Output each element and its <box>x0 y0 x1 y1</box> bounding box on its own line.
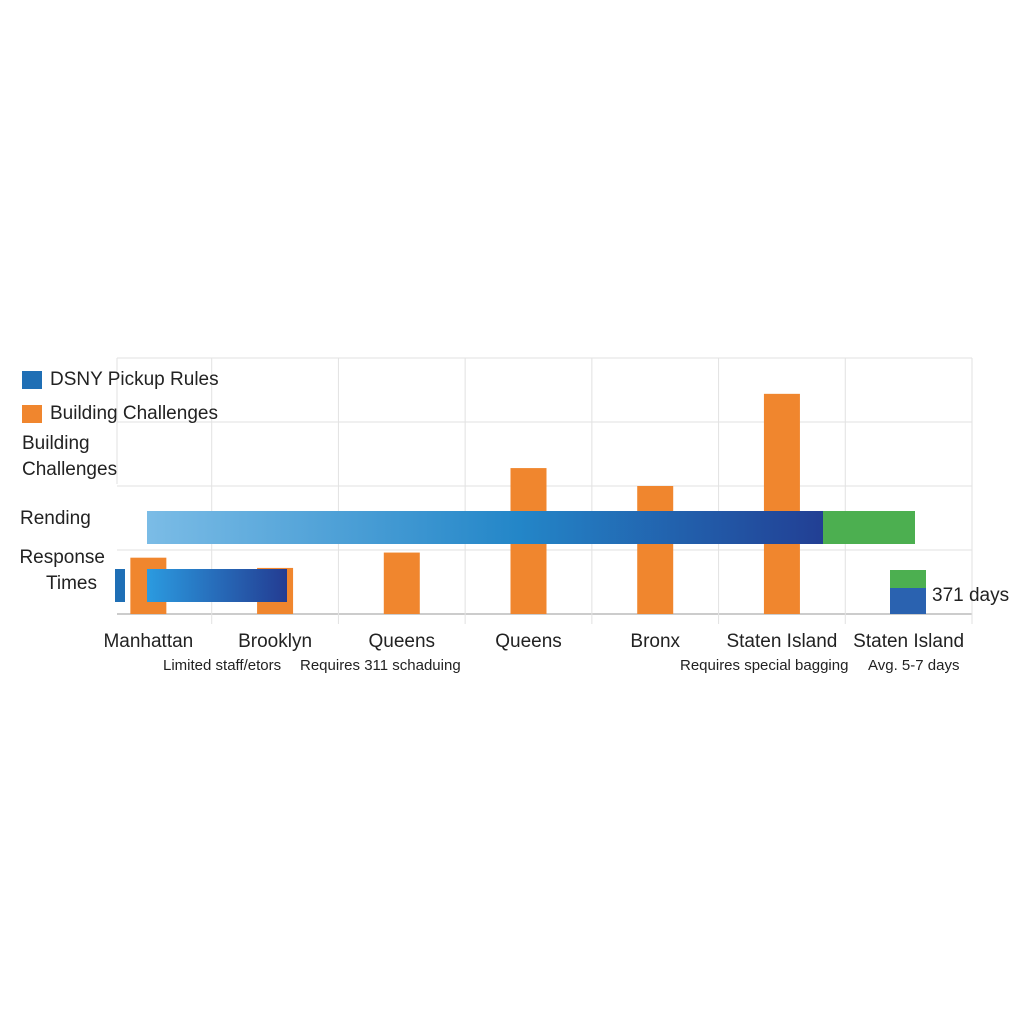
legend-label: DSNY Pickup Rules <box>50 369 219 390</box>
note: Avg. 5-7 days <box>868 657 959 674</box>
legend-swatch <box>22 405 42 423</box>
legend-label: Building Challenges <box>50 403 218 424</box>
annotation: 371 days <box>932 585 1009 606</box>
legend-swatch <box>22 371 42 389</box>
band <box>823 511 915 544</box>
x-tick-label: Staten Island <box>853 631 964 652</box>
band <box>890 588 926 614</box>
band <box>890 570 926 588</box>
band <box>115 569 125 602</box>
x-tick-label: Brooklyn <box>238 631 312 652</box>
note: Requires special bagging <box>680 657 848 674</box>
note: Requires 311 schaduing <box>300 657 461 674</box>
x-tick-label: Staten Island <box>726 631 837 652</box>
x-tick-label: Queens <box>369 631 436 652</box>
row-label: Rending <box>20 508 91 529</box>
band <box>147 511 823 544</box>
x-tick-label: Manhattan <box>103 631 193 652</box>
bar <box>383 552 420 614</box>
bar <box>763 393 800 614</box>
bar <box>637 486 674 614</box>
note: Limited staff/etors <box>163 657 281 674</box>
x-tick-label: Bronx <box>630 631 680 652</box>
x-tick-label: Queens <box>495 631 562 652</box>
row-label: Response Times <box>19 547 105 594</box>
band <box>147 569 287 602</box>
row-label: Building Challenges <box>22 433 117 480</box>
